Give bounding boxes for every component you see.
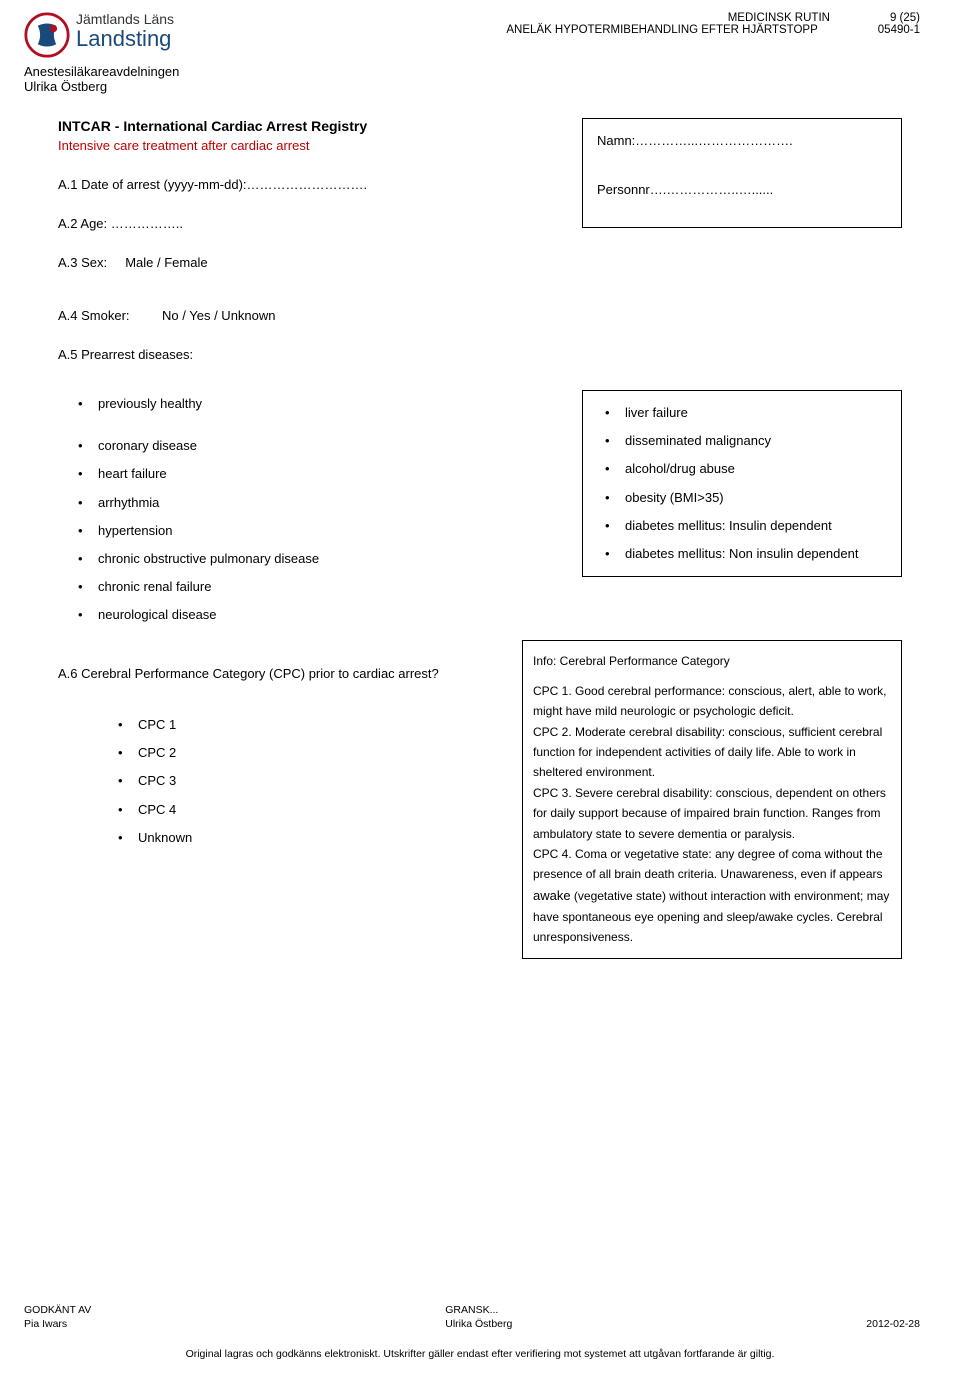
- a3-value: Male / Female: [125, 255, 207, 270]
- diseases-left-col: previously healthy coronary diseaseheart …: [58, 390, 562, 630]
- cpc-info-title: Info: Cerebral Performance Category: [533, 651, 891, 671]
- disease-right-item: diabetes mellitus: Insulin dependent: [625, 512, 893, 540]
- field-a1: A.1 Date of arrest (yyyy-mm-dd):………………………: [58, 177, 562, 192]
- diseases-right-box: liver failuredisseminated malignancyalco…: [582, 390, 902, 577]
- disease-left-item: heart failure: [98, 460, 562, 488]
- footer-spacer: [866, 1304, 920, 1316]
- reviewed-by: Ulrika Östberg: [445, 1318, 512, 1330]
- cpc4-part-a: CPC 4. Coma or vegetative state: any deg…: [533, 847, 883, 881]
- cpc-option: CPC 1: [138, 711, 502, 739]
- a4-value: No / Yes / Unknown: [162, 308, 275, 323]
- cpc-option: CPC 2: [138, 739, 502, 767]
- author-name: Ulrika Östberg: [24, 79, 920, 94]
- org-name-line2: Landsting: [76, 27, 174, 51]
- cpc3-desc: CPC 3. Severe cerebral disability: consc…: [533, 783, 891, 844]
- cpc-option: CPC 4: [138, 796, 502, 824]
- field-a3: A.3 Sex: Male / Female: [58, 255, 562, 270]
- diseases-list-right: liver failuredisseminated malignancyalco…: [591, 399, 893, 568]
- document-body: INTCAR - International Cardiac Arrest Re…: [0, 94, 960, 959]
- department: Anestesiläkareavdelningen: [24, 64, 920, 79]
- personnr-field: Personnr….……………..…......: [597, 182, 887, 197]
- cpc-option: CPC 3: [138, 767, 502, 795]
- disease-left-item: arrhythmia: [98, 489, 562, 517]
- diseases-list-left: previously healthy coronary diseaseheart …: [58, 390, 562, 630]
- cpc4-part-b: (vegetative state) without interaction w…: [533, 889, 889, 944]
- cpc-info-box: Info: Cerebral Performance Category CPC …: [522, 640, 902, 959]
- form-title-1: INTCAR - International Cardiac Arrest Re…: [58, 118, 562, 134]
- doc-title: ANELÄK HYPOTERMIBEHANDLING EFTER HJÄRTST…: [506, 24, 817, 36]
- a3-label: A.3 Sex:: [58, 255, 107, 270]
- approved-by: Pia Iwars: [24, 1318, 91, 1330]
- footer-meta: GODKÄNT AV Pia Iwars GRANSK... Ulrika Ös…: [24, 1304, 920, 1330]
- reviewed-label: GRANSK...: [445, 1304, 512, 1316]
- footer-date: 2012-02-28: [866, 1318, 920, 1330]
- cpc2-desc: CPC 2. Moderate cerebral disability: con…: [533, 722, 891, 783]
- footer-disclaimer: Original lagras och godkänns elektronisk…: [0, 1348, 960, 1360]
- a6-question: A.6 Cerebral Performance Category (CPC) …: [58, 664, 502, 684]
- disease-left-item: previously healthy: [98, 390, 562, 418]
- cpc1-desc: CPC 1. Good cerebral performance: consci…: [533, 681, 891, 722]
- doc-ref: 05490-1: [878, 24, 920, 36]
- cpc4-awake: awake: [533, 888, 571, 903]
- disease-right-item: alcohol/drug abuse: [625, 455, 893, 483]
- page-number: 9 (25): [890, 12, 920, 24]
- form-title-2: Intensive care treatment after cardiac a…: [58, 138, 562, 153]
- a4-label: A.4 Smoker:: [58, 308, 130, 323]
- namn-field: Namn:…………...………………….: [597, 133, 887, 148]
- field-a4: A.4 Smoker: No / Yes / Unknown: [58, 308, 902, 323]
- org-logo-block: Jämtlands Läns Landsting: [24, 12, 174, 58]
- page-header: Jämtlands Läns Landsting MEDICINSK RUTIN…: [0, 0, 960, 94]
- header-meta: MEDICINSK RUTIN 9 (25) ANELÄK HYPOTERMIB…: [506, 12, 920, 36]
- doc-type: MEDICINSK RUTIN: [728, 12, 830, 24]
- disease-right-item: disseminated malignancy: [625, 427, 893, 455]
- disease-right-item: obesity (BMI>35): [625, 484, 893, 512]
- disease-left-item: coronary disease: [98, 432, 562, 460]
- a5-label: A.5 Prearrest diseases:: [58, 347, 902, 362]
- disease-left-item: hypertension: [98, 517, 562, 545]
- disease-right-item: diabetes mellitus: Non insulin dependent: [625, 540, 893, 568]
- cpc-option: Unknown: [138, 824, 502, 852]
- landsting-logo-icon: [24, 12, 70, 58]
- cpc-options-list: CPC 1CPC 2CPC 3CPC 4Unknown: [58, 711, 502, 852]
- disease-left-item: chronic renal failure: [98, 573, 562, 601]
- approved-label: GODKÄNT AV: [24, 1304, 91, 1316]
- disease-right-item: liver failure: [625, 399, 893, 427]
- cpc4-desc: CPC 4. Coma or vegetative state: any deg…: [533, 844, 891, 948]
- org-name-line1: Jämtlands Läns: [76, 12, 174, 27]
- field-a2: A.2 Age: ……………..: [58, 216, 562, 231]
- patient-id-box: Namn:…………...…………………. Personnr….……………..….…: [582, 118, 902, 228]
- disease-left-item: chronic obstructive pulmonary disease: [98, 545, 562, 573]
- disease-left-item: neurological disease: [98, 601, 562, 629]
